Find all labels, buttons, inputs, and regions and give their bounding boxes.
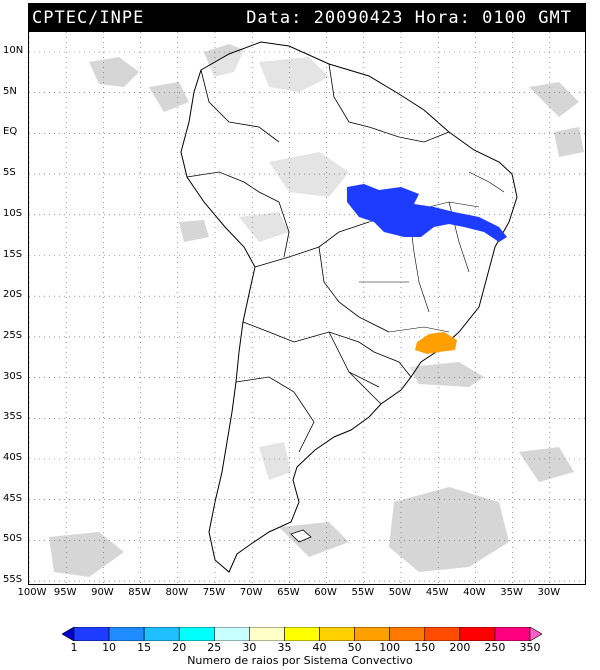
colorbar-tick-label: 35: [277, 641, 292, 654]
country-borders: [186, 63, 450, 453]
lat-label: 5N: [3, 85, 17, 97]
lon-label: 65W: [277, 587, 300, 598]
colorbar-swatch: [214, 627, 250, 641]
southeast-coast-system: [415, 332, 457, 354]
lon-label: 30W: [537, 587, 561, 598]
colorbar-swatch: [354, 627, 390, 641]
colorbar: [62, 627, 542, 641]
colorbar-swatch: [424, 627, 461, 641]
colorbar-tick-label: 40: [312, 641, 327, 654]
colorbar-swatch: [284, 627, 320, 641]
colorbar-swatch: [178, 627, 215, 641]
colorbar-swatch: [459, 627, 496, 641]
colorbar-tick-label: 150: [414, 641, 436, 654]
lat-label: 20S: [3, 289, 23, 301]
central-brazil-system: [347, 184, 507, 242]
cloud-cover: [49, 44, 584, 577]
colorbar-tick-label: 250: [484, 641, 506, 654]
lon-label: 60W: [314, 587, 337, 598]
lat-label: 35S: [3, 411, 23, 423]
lon-label: 80W: [165, 587, 189, 598]
colorbar-swatch: [249, 627, 285, 641]
lon-label: 100W: [17, 587, 47, 598]
colorbar-tick-label: 100: [379, 641, 401, 654]
colorbar-tick-label: 350: [519, 641, 541, 654]
agency-title: CPTEC/INPE: [32, 8, 145, 28]
colorbar-swatch: [319, 627, 355, 641]
colorbar-tick-label: 10: [102, 641, 117, 654]
colorbar-tick-label: 200: [449, 641, 471, 654]
colorbar-tick-label: 20: [172, 641, 187, 654]
colorbar-swatch: [389, 627, 426, 641]
lon-label: 95W: [53, 587, 77, 598]
lat-label: 50S: [3, 533, 23, 545]
lon-label: 75W: [202, 587, 226, 598]
lat-label: 5S: [3, 167, 16, 179]
lon-label: 55W: [351, 587, 375, 598]
colorbar-swatch: [73, 627, 110, 641]
lat-label: 10N: [3, 45, 24, 56]
map-canvas: [29, 32, 585, 584]
lon-label: 50W: [388, 587, 412, 598]
colorbar-tick-label: 30: [242, 641, 257, 654]
lat-label: 40S: [3, 452, 23, 463]
lat-label: 15S: [3, 248, 23, 260]
lon-label: 70W: [239, 587, 263, 598]
continent-outline: [180, 41, 518, 573]
lat-label: 25S: [3, 329, 23, 341]
map-gridlines: [29, 32, 585, 584]
colorbar-swatch: [143, 627, 180, 641]
lon-label: 85W: [128, 587, 151, 598]
colorbar-swatch: [108, 627, 145, 641]
lon-label: 45W: [425, 587, 449, 598]
lat-label: 30S: [3, 370, 23, 382]
colorbar-tick-label: 50: [347, 641, 362, 654]
lat-label: EQ: [3, 126, 18, 138]
colorbar-tick-label: 25: [207, 641, 222, 654]
lon-label: 35W: [500, 587, 523, 598]
lat-label: 10S: [3, 207, 23, 219]
colorbar-tick-label: 15: [137, 641, 152, 654]
lat-label: 45S: [3, 492, 23, 504]
colorbar-swatch: [494, 627, 531, 641]
falkland-islands: [290, 529, 312, 543]
map-frame: [28, 31, 586, 585]
colorbar-swatch: [529, 627, 542, 641]
colorbar-tick-label: 1: [70, 641, 78, 654]
datetime-title: Data: 20090423 Hora: 0100 GMT: [246, 8, 572, 28]
map-header: CPTEC/INPE Data: 20090423 Hora: 0100 GMT: [28, 3, 586, 31]
lon-label: 90W: [91, 587, 114, 598]
lon-label: 40W: [463, 587, 486, 598]
colorbar-swatch: [62, 627, 75, 641]
lat-label: 55S: [3, 574, 23, 586]
colorbar-caption: Numero de raios por Sistema Convectivo: [187, 654, 413, 667]
